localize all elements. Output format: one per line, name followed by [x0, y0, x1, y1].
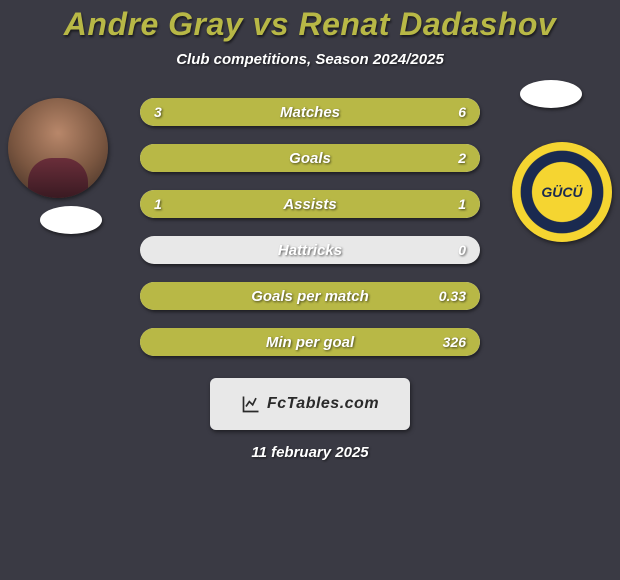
page-title: Andre Gray vs Renat Dadashov — [64, 6, 556, 43]
stat-bar-label: Goals — [140, 144, 480, 172]
title-vs: vs — [243, 6, 298, 42]
title-player1: Andre Gray — [64, 6, 243, 42]
stat-bar: Goals2 — [140, 144, 480, 172]
club-crest-text: GÜCÜ — [541, 184, 582, 200]
stat-value-right: 0 — [458, 236, 466, 264]
stat-value-right: 0.33 — [439, 282, 466, 310]
stat-bar-label: Hattricks — [140, 236, 480, 264]
stat-value-right: 2 — [458, 144, 466, 172]
content-area: GÜCÜ Matches3 6 Goals2 Assists1 1 Hattricks0 G… — [0, 98, 620, 356]
comparison-card: Andre Gray vs Renat Dadashov Club compet… — [0, 0, 620, 580]
stat-bar-label: Min per goal — [140, 328, 480, 356]
chart-line-icon — [241, 394, 261, 414]
stat-bar: Matches3 6 — [140, 98, 480, 126]
watermark-badge: FcTables.com — [210, 378, 410, 430]
stat-value-right: 1 — [458, 190, 466, 218]
stat-bar: Min per goal326 — [140, 328, 480, 356]
date-text: 11 february 2025 — [251, 444, 368, 461]
title-player2: Renat Dadashov — [298, 6, 556, 42]
stat-value-right: 6 — [458, 98, 466, 126]
player1-face-icon — [8, 98, 108, 198]
player2-flag — [520, 80, 582, 108]
stat-bar-label: Goals per match — [140, 282, 480, 310]
stat-value-left: 1 — [154, 190, 162, 218]
watermark-text: FcTables.com — [267, 395, 379, 413]
stat-bar-label: Matches — [140, 98, 480, 126]
club-crest-icon: GÜCÜ — [512, 142, 612, 242]
stat-value-left: 3 — [154, 98, 162, 126]
stat-value-right: 326 — [443, 328, 466, 356]
player2-club-logo: GÜCÜ — [512, 142, 612, 242]
subtitle: Club competitions, Season 2024/2025 — [176, 51, 444, 68]
player1-flag — [40, 206, 102, 234]
stat-bar: Hattricks0 — [140, 236, 480, 264]
stat-bar: Goals per match0.33 — [140, 282, 480, 310]
stat-bar: Assists1 1 — [140, 190, 480, 218]
player1-avatar — [8, 98, 108, 198]
comparison-bars: Matches3 6 Goals2 Assists1 1 Hattricks0 Goals … — [140, 98, 480, 356]
stat-bar-label: Assists — [140, 190, 480, 218]
